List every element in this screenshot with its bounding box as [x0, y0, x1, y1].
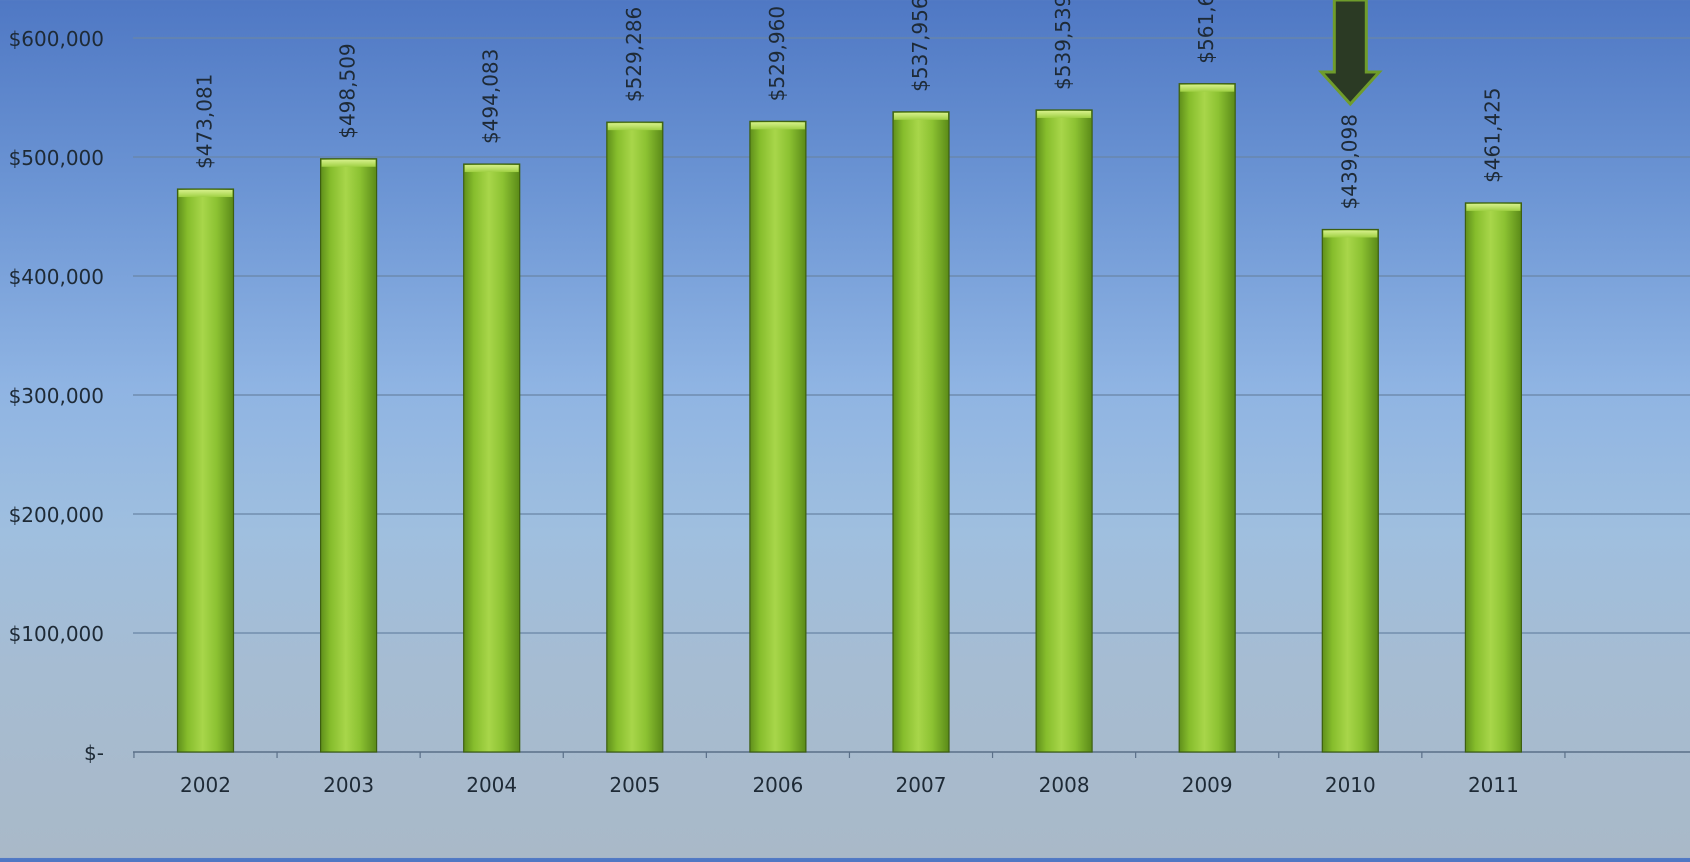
x-tick-label: 2007	[896, 773, 947, 797]
bar	[1178, 83, 1236, 753]
bar-2008	[1035, 109, 1093, 753]
y-tick-label: $300,000	[9, 384, 104, 408]
data-label: $529,286	[622, 7, 646, 102]
bar	[176, 188, 235, 753]
data-label: $561,6	[1194, 0, 1218, 64]
y-tick-label: $500,000	[9, 146, 104, 170]
bar-top-highlight	[1180, 84, 1235, 92]
bar	[463, 163, 521, 753]
bar-2003	[320, 158, 378, 753]
bar-2011	[1464, 202, 1523, 753]
bar-2004	[463, 163, 521, 753]
bar-top-highlight	[1037, 110, 1092, 118]
x-tick-label: 2008	[1039, 773, 1090, 797]
axes: $- $100,000 $200,000 $300,000 $400,000 $500,0…	[9, 27, 1690, 797]
bar-2006	[749, 120, 807, 753]
x-tick-label: 2011	[1468, 773, 1519, 797]
bar	[892, 111, 950, 753]
y-tick-label: $200,000	[9, 503, 104, 527]
data-label: $537,956	[908, 0, 932, 92]
data-label: $473,081	[193, 74, 217, 169]
bar-2010	[1321, 228, 1379, 753]
x-tick-label: 2006	[752, 773, 803, 797]
bar-top-highlight	[178, 190, 233, 198]
y-tick-label: $400,000	[9, 265, 104, 289]
bar-2007	[892, 111, 950, 753]
bar-2002	[176, 188, 235, 753]
bar-top-highlight	[894, 112, 948, 120]
bar-top-highlight	[1466, 203, 1521, 211]
bar	[320, 158, 378, 753]
data-label: $529,960	[765, 6, 789, 101]
x-tick-label: 2005	[609, 773, 660, 797]
bar	[606, 121, 664, 753]
x-tick-label: 2010	[1325, 773, 1376, 797]
x-tick-label: 2004	[466, 773, 517, 797]
data-label: $439,098	[1337, 114, 1361, 209]
bar-top-highlight	[1323, 230, 1378, 238]
data-label: $494,083	[479, 49, 503, 144]
bar-top-highlight	[750, 122, 805, 130]
bar-top-highlight	[321, 159, 376, 167]
bar-2005	[606, 121, 664, 753]
data-label: $539,539	[1051, 0, 1075, 90]
x-tick-label: 2003	[323, 773, 374, 797]
x-tick-label: 2009	[1182, 773, 1233, 797]
down-arrow-icon	[1317, 0, 1383, 107]
annotations	[1317, 0, 1383, 107]
x-tick-label: 2002	[180, 773, 231, 797]
bar-top-highlight	[464, 165, 519, 173]
bars	[176, 83, 1523, 753]
bar	[1321, 228, 1379, 753]
bar-2009	[1178, 83, 1236, 753]
y-tick-label: $-	[84, 741, 104, 765]
y-tick-label: $600,000	[9, 27, 104, 51]
data-label: $461,425	[1480, 87, 1504, 182]
bar-top-highlight	[607, 123, 662, 131]
data-label: $498,509	[336, 43, 360, 138]
bar	[749, 120, 807, 753]
data-labels: $473,081 $498,509 $494,083 $529,286 $529,960…	[193, 0, 1505, 209]
y-tick-label: $100,000	[9, 622, 104, 646]
bar	[1464, 202, 1523, 753]
bar	[1035, 109, 1093, 753]
